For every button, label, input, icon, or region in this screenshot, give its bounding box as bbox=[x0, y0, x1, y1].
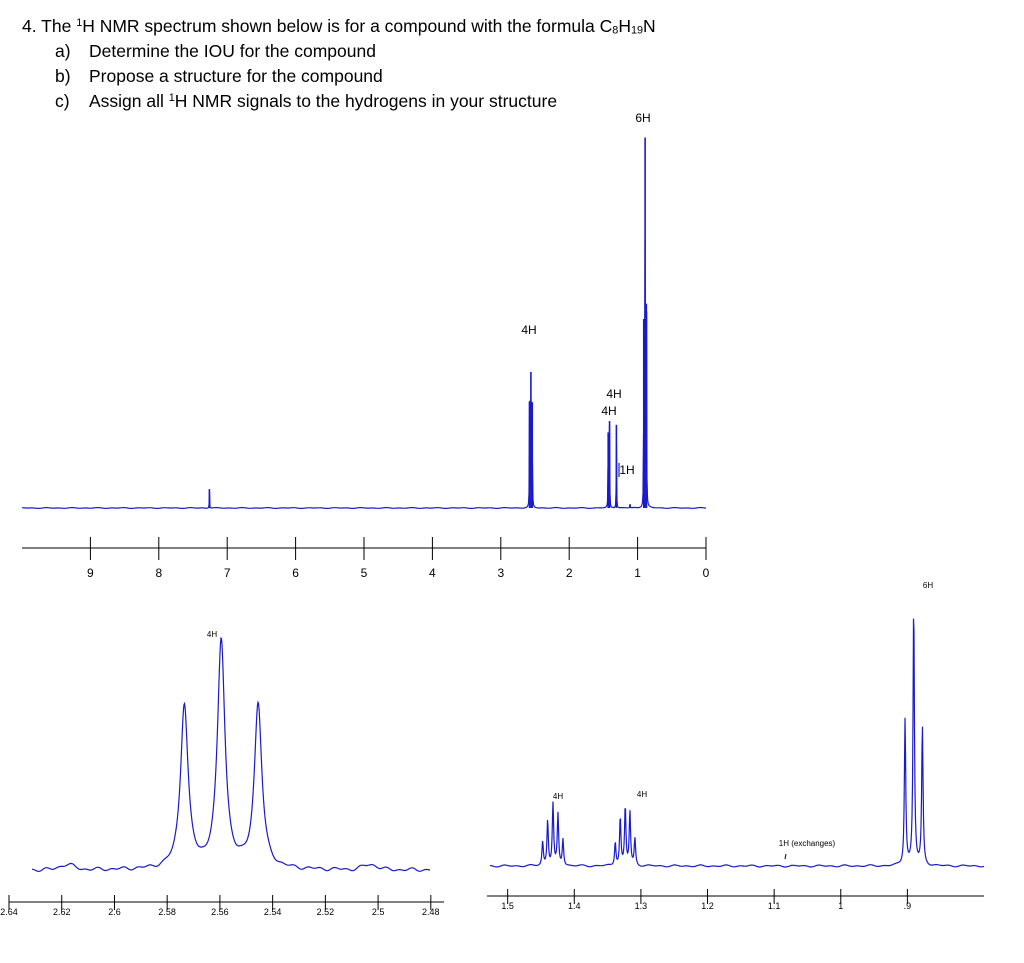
full-spectrum-chart: 9 8 7 6 5 4 3 2 1 0 4H 4H 4H 1H 6H bbox=[22, 111, 710, 580]
formula-nitrogen: N bbox=[643, 16, 656, 36]
part-c-text-2: H NMR signals to the hydrogens in your s… bbox=[174, 91, 558, 111]
integration-label: 4H bbox=[521, 323, 536, 337]
formula-hydrogen-count: 19 bbox=[630, 24, 644, 37]
formula-hydrogen: H bbox=[618, 16, 631, 36]
question-part-a: a) Determine the IOU for the compound bbox=[22, 39, 722, 64]
question-number: 4. bbox=[22, 16, 37, 36]
part-b-text: Propose a structure for the compound bbox=[89, 66, 383, 86]
integration-label: 4H bbox=[637, 790, 647, 799]
x-tick-label: 1 bbox=[634, 566, 641, 580]
x-tick-label: 2.58 bbox=[158, 907, 176, 917]
part-a-marker: a) bbox=[55, 41, 71, 61]
x-tick-label: 8 bbox=[155, 566, 162, 580]
spectrum-trace bbox=[490, 618, 985, 868]
stem-text-1: The bbox=[41, 16, 77, 36]
x-tick-label: 1.2 bbox=[701, 901, 714, 911]
spectrum-trace bbox=[32, 636, 430, 873]
x-tick-label: 2.5 bbox=[372, 907, 385, 917]
question-text: 4. The 1H NMR spectrum shown below is fo… bbox=[22, 14, 722, 114]
integration-label: 6H bbox=[635, 111, 650, 125]
x-tick-label: 2.6 bbox=[108, 907, 121, 917]
x-tick-label: 2 bbox=[566, 566, 573, 580]
x-tick-label: 1.5 bbox=[501, 901, 514, 911]
x-tick-label: 4 bbox=[429, 566, 436, 580]
integration-label: 1H bbox=[619, 463, 634, 477]
x-tick-label: 3 bbox=[497, 566, 504, 580]
x-tick-label: .9 bbox=[904, 901, 912, 911]
stem-text-2: H NMR spectrum shown below is for a comp… bbox=[82, 16, 613, 36]
expansion-2.5ppm-chart: 2.64 2.62 2.6 2.58 2.56 2.54 2.52 2.5 2.48 4H bbox=[0, 630, 444, 917]
part-a-text: Determine the IOU for the compound bbox=[89, 41, 376, 61]
x-tick-label: 2.48 bbox=[422, 907, 440, 917]
x-tick-label: 2.56 bbox=[211, 907, 229, 917]
x-tick-label: 9 bbox=[87, 566, 94, 580]
x-tick-label: 1.1 bbox=[768, 901, 781, 911]
x-tick-label: 2.54 bbox=[264, 907, 282, 917]
spectrum-trace bbox=[22, 239, 706, 510]
question-part-b: b) Propose a structure for the compound bbox=[22, 64, 722, 89]
exchange-marker bbox=[784, 853, 787, 860]
x-tick-label: 1 bbox=[838, 901, 843, 911]
formula-carbon-count: 8 bbox=[612, 24, 619, 37]
x-tick-label: 2.64 bbox=[0, 907, 18, 917]
part-c-marker: c) bbox=[55, 91, 70, 111]
x-tick-label: 0 bbox=[703, 566, 710, 580]
expansion-1ppm-chart: 1.5 1.4 1.3 1.2 1.1 1 .9 4H 4H 1H (exchanges) 6H bbox=[487, 581, 985, 911]
integration-label: 4H bbox=[601, 404, 616, 418]
isotope-superscript: 1 bbox=[76, 17, 83, 30]
question-stem: 4. The 1H NMR spectrum shown below is fo… bbox=[22, 14, 722, 39]
x-tick-label: 1.3 bbox=[635, 901, 648, 911]
x-tick-label: 5 bbox=[361, 566, 368, 580]
x-tick-label: 6 bbox=[292, 566, 299, 580]
question-part-c: c) Assign all 1H NMR signals to the hydro… bbox=[22, 89, 722, 114]
x-tick-label: 7 bbox=[224, 566, 231, 580]
part-c-text-1: Assign all bbox=[89, 91, 169, 111]
integration-label: 4H bbox=[553, 792, 563, 801]
integration-label: 1H (exchanges) bbox=[779, 839, 836, 848]
integration-label: 4H bbox=[606, 387, 621, 401]
x-tick-label: 2.52 bbox=[317, 907, 335, 917]
x-tick-label: 2.62 bbox=[53, 907, 71, 917]
part-c-superscript: 1 bbox=[168, 92, 175, 105]
x-tick-label: 1.4 bbox=[568, 901, 581, 911]
integration-label: 6H bbox=[923, 581, 933, 590]
part-b-marker: b) bbox=[55, 66, 71, 86]
integration-label: 4H bbox=[207, 630, 217, 639]
